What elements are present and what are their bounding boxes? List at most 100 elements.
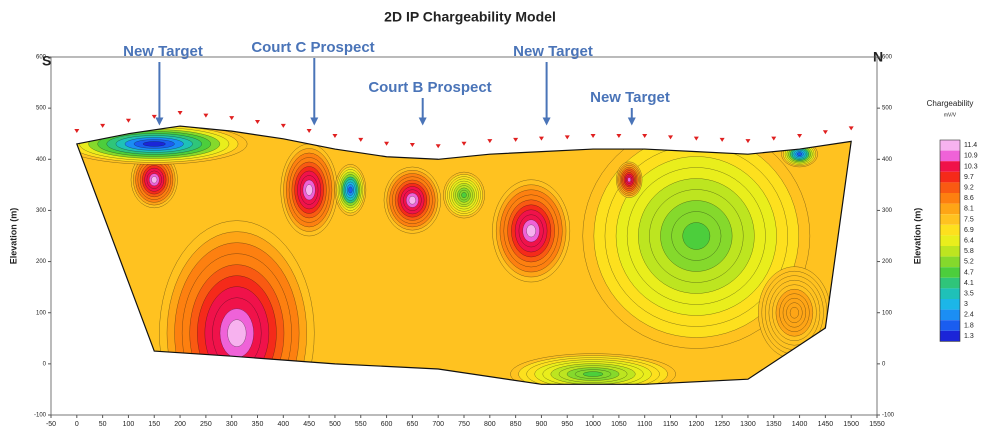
colorbar-cell <box>940 182 960 193</box>
station-marker <box>332 134 338 139</box>
contour-band <box>227 319 247 347</box>
colorbar-tick-label: 6.9 <box>964 227 974 234</box>
colorbar-cell <box>940 288 960 299</box>
contour-band <box>408 196 416 205</box>
colorbar-cell <box>940 309 960 321</box>
annotation-arrowhead <box>542 117 551 126</box>
station-marker <box>435 144 441 149</box>
colorbar-cell <box>940 193 960 204</box>
x-tick-label: 0 <box>75 421 79 428</box>
contour-band <box>151 176 158 184</box>
colorbar-cell <box>940 224 960 236</box>
station-marker <box>487 139 493 144</box>
x-tick-label: 1450 <box>818 421 834 428</box>
x-tick-label: 100 <box>123 421 135 428</box>
y2-tick-label: 100 <box>882 310 893 316</box>
y-axis-label: Elevation (m) <box>8 208 18 265</box>
station-marker <box>280 123 286 128</box>
station-marker <box>177 111 183 116</box>
colorbar-tick-label: 11.4 <box>964 142 977 149</box>
station-marker <box>848 126 854 131</box>
annotation-text: Court C Prospect <box>251 39 374 56</box>
y-tick-label: 500 <box>36 106 47 112</box>
y2-tick-label: 500 <box>882 106 893 112</box>
annotation-text: New Target <box>590 89 670 106</box>
station-marker <box>461 141 467 146</box>
colorbar-tick-label: 10.9 <box>964 153 978 160</box>
station-marker <box>642 134 648 139</box>
colorbar-cell <box>940 171 960 183</box>
x-tick-label: 400 <box>277 421 289 428</box>
y-tick-label: -100 <box>34 413 47 419</box>
x-tick-label: 1350 <box>766 421 782 428</box>
y2-tick-label: -100 <box>882 413 895 419</box>
contour-band <box>789 307 799 319</box>
y2-axis-label: Elevation (m) <box>912 208 922 265</box>
station-marker <box>74 128 80 133</box>
x-tick-label: 1100 <box>637 421 652 428</box>
annotation-text: New Target <box>123 43 203 60</box>
station-marker <box>125 118 131 123</box>
colorbar-tick-label: 1.3 <box>964 333 974 340</box>
contour-band <box>797 152 802 156</box>
station-marker <box>538 136 544 141</box>
station-marker <box>229 116 235 121</box>
contour-band <box>526 224 536 238</box>
station-marker <box>100 123 106 128</box>
station-marker <box>771 136 777 141</box>
colorbar-tick-label: 4.7 <box>964 269 974 276</box>
x-tick-label: 1500 <box>843 421 859 428</box>
y2-tick-label: 200 <box>882 259 893 265</box>
x-tick-label: 1550 <box>869 421 885 428</box>
colorbar-cell <box>940 277 960 289</box>
colorbar-title: Chargeability <box>927 99 974 108</box>
x-tick-label: 1000 <box>585 421 601 428</box>
contour-band <box>582 371 604 377</box>
station-marker <box>564 135 570 140</box>
x-tick-label: 850 <box>510 421 522 428</box>
y2-tick-label: 0 <box>882 361 886 367</box>
x-tick-label: 650 <box>407 421 419 428</box>
x-tick-label: 550 <box>355 421 367 428</box>
x-tick-label: 1400 <box>792 421 808 428</box>
colorbar-cell <box>940 235 960 246</box>
colorbar-tick-label: 8.1 <box>964 206 974 213</box>
annotation-arrowhead <box>627 117 636 126</box>
x-tick-label: 1300 <box>740 421 756 428</box>
station-marker <box>203 113 209 118</box>
y2-tick-label: 600 <box>882 55 893 61</box>
y-tick-label: 0 <box>43 361 47 367</box>
x-tick-label: 250 <box>200 421 212 428</box>
topography <box>76 125 852 385</box>
x-tick-label: 1200 <box>689 421 705 428</box>
contour-band <box>142 141 166 147</box>
annotation-arrowhead <box>155 117 164 126</box>
x-tick-label: -50 <box>46 421 56 428</box>
station-marker <box>409 143 415 148</box>
contour-band <box>305 184 313 196</box>
contour-band <box>348 186 353 194</box>
x-tick-label: 200 <box>174 421 186 428</box>
station-marker <box>306 128 312 133</box>
annotation-arrowhead <box>418 117 427 126</box>
station-marker <box>358 137 364 142</box>
station-marker <box>822 130 828 135</box>
x-tick-label: 450 <box>303 421 315 428</box>
left-label: S <box>42 53 51 69</box>
station-marker <box>151 114 157 119</box>
station-marker <box>719 137 725 142</box>
y-tick-label: 300 <box>36 208 47 214</box>
colorbar-tick-label: 8.6 <box>964 195 974 202</box>
colorbar-cell <box>940 203 960 215</box>
x-tick-label: 900 <box>536 421 548 428</box>
colorbar-tick-label: 3.5 <box>964 291 974 298</box>
x-tick-label: 500 <box>329 421 341 428</box>
colorbar-cell <box>940 267 960 278</box>
colorbar-tick-label: 4.1 <box>964 280 974 287</box>
x-tick-label: 1150 <box>663 421 678 428</box>
y-tick-label: 600 <box>36 55 47 61</box>
x-tick-label: 1250 <box>714 421 730 428</box>
colorbar-tick-label: 1.8 <box>964 322 974 329</box>
x-tick-label: 300 <box>226 421 238 428</box>
